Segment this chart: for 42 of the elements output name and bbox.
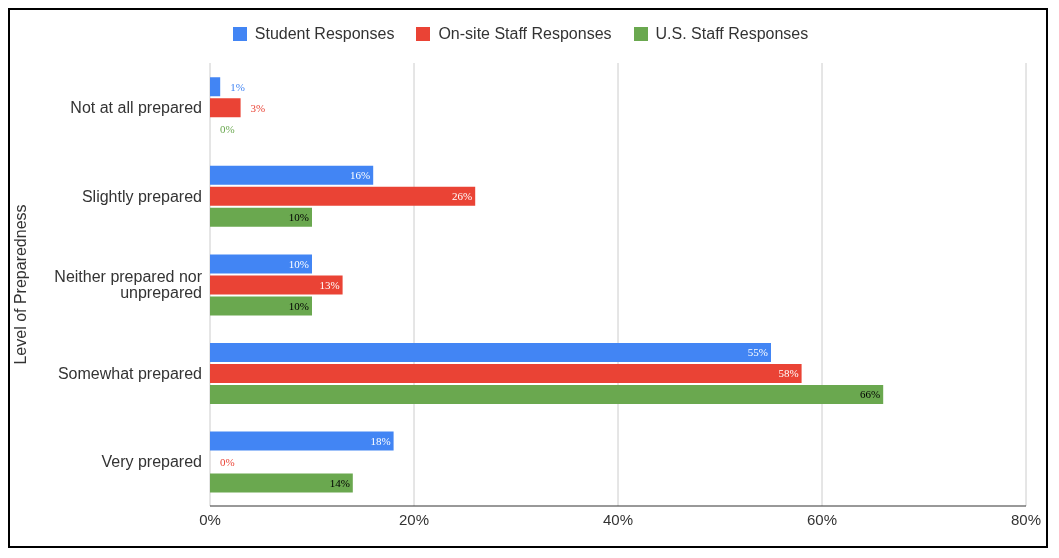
bar (210, 473, 353, 493)
data-label: 16% (350, 169, 371, 182)
bar (210, 342, 771, 362)
legend-label: On-site Staff Responses (437, 25, 612, 43)
data-label: 66% (860, 388, 881, 401)
data-label: 55% (747, 346, 768, 359)
bar (210, 165, 374, 185)
x-tick-label: 40% (602, 510, 634, 528)
data-label: 14% (329, 476, 350, 489)
x-tick-label: 0% (199, 510, 221, 528)
data-label: 3% (250, 101, 266, 114)
y-axis-title: Level of Preparedness (11, 204, 29, 365)
legend-label: U.S. Staff Responses (654, 25, 809, 43)
y-tick-label: Neither prepared nor unprepared (54, 268, 203, 302)
bar (210, 254, 312, 274)
data-label: 26% (452, 190, 473, 203)
data-label: 13% (319, 278, 340, 291)
data-label: 58% (778, 367, 799, 380)
y-tick-label: Very prepared (101, 453, 202, 471)
x-tick-label: 60% (806, 510, 838, 528)
data-label: 18% (370, 434, 391, 447)
data-label: 10% (288, 257, 309, 270)
bar (210, 207, 312, 227)
legend-label: Student Responses (253, 25, 395, 43)
data-label: 1% (230, 80, 245, 93)
data-label: 10% (288, 299, 309, 312)
y-tick-label: Slightly prepared (81, 187, 202, 205)
data-label: 0% (220, 455, 235, 468)
bar (210, 296, 312, 316)
bar (210, 186, 476, 206)
y-tick-label: Somewhat prepared (57, 364, 202, 382)
y-tick-label: Not at all prepared (70, 98, 202, 116)
data-label: 10% (288, 211, 309, 224)
bar (210, 275, 343, 295)
x-tick-label: 20% (398, 510, 430, 528)
bar (210, 77, 221, 97)
x-tick-label: 80% (1010, 510, 1042, 528)
bar (210, 431, 394, 451)
bar (210, 384, 884, 404)
bar (210, 363, 802, 383)
bar (210, 98, 241, 118)
data-label: 0% (220, 122, 235, 135)
